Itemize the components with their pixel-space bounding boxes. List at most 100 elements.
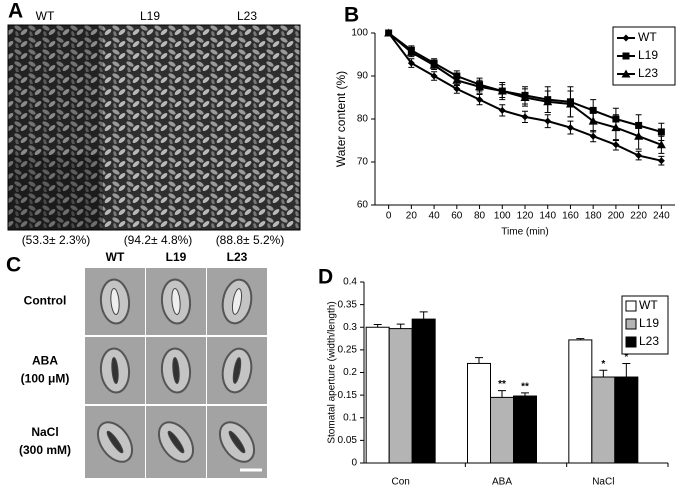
legend-label: WT	[638, 30, 657, 44]
pore	[232, 357, 242, 384]
marker	[612, 141, 620, 149]
y-tick-label: 0.3	[343, 322, 357, 333]
photo-a	[7, 24, 301, 231]
marker	[407, 59, 415, 67]
marker	[497, 86, 507, 95]
error-bar	[475, 357, 483, 364]
legend-marker	[622, 34, 630, 42]
pore	[231, 288, 243, 315]
x-tick-label: NaCl	[592, 477, 614, 488]
legend-label: L19	[638, 48, 658, 62]
marker	[521, 113, 529, 121]
y-axis-title: Water content (%)	[334, 71, 348, 167]
column-label: L19	[140, 9, 160, 23]
legend-label: L23	[639, 334, 659, 348]
y-tick-label: 60	[357, 200, 369, 211]
pore	[228, 430, 246, 454]
bar	[568, 339, 593, 464]
x-tick-label: 160	[562, 211, 579, 222]
pore	[167, 430, 185, 454]
x-tick-label: 140	[539, 211, 556, 222]
significance: *	[601, 359, 605, 370]
marker	[475, 82, 485, 91]
stomata-photo	[207, 268, 267, 335]
caption: (88.8± 5.2%)	[216, 233, 285, 247]
y-tick-label: 0.25	[338, 345, 358, 356]
y-tick-label: 0.2	[343, 367, 357, 378]
marker	[498, 106, 506, 114]
error-bar	[599, 369, 608, 378]
error-bar	[396, 323, 405, 329]
marker	[453, 85, 461, 93]
stomata-photo	[146, 406, 206, 478]
x-tick-label: 20	[406, 211, 418, 222]
marker	[520, 93, 530, 101]
marker	[406, 47, 416, 56]
row-label: ABA	[32, 354, 58, 368]
stomata-photo	[85, 337, 145, 404]
column-label: L23	[237, 9, 257, 23]
marker	[544, 117, 552, 125]
stomata-photo	[85, 406, 145, 478]
x-tick-label: 240	[653, 211, 670, 222]
column-label: WT	[36, 9, 55, 23]
y-tick-label: 0.1	[343, 412, 357, 423]
stomata-photo	[207, 337, 267, 404]
marker	[429, 60, 439, 69]
x-tick-label: ABA	[492, 477, 512, 488]
y-tick-label: 100	[351, 28, 368, 39]
pore	[172, 357, 180, 384]
y-tick-label: 70	[357, 157, 369, 168]
error-bar	[419, 311, 428, 320]
x-tick-label: 220	[630, 211, 647, 222]
stomata-photo	[207, 406, 267, 478]
y-tick-label: 0.05	[338, 435, 358, 446]
x-tick-label: 40	[429, 211, 441, 222]
legend-marker	[621, 69, 631, 78]
caption: (94.2± 4.8%)	[124, 233, 193, 247]
y-tick-label: 0	[351, 458, 357, 469]
marker	[611, 123, 621, 132]
x-tick-label: Con	[391, 477, 409, 488]
marker	[657, 157, 665, 165]
panel-label: B	[344, 4, 359, 27]
row-label: NaCl	[31, 425, 58, 439]
marker	[656, 140, 666, 149]
row-label: (100 μM)	[21, 372, 70, 386]
marker	[384, 28, 394, 37]
x-tick-label: 180	[585, 211, 602, 222]
x-tick-label: 80	[474, 211, 486, 222]
marker	[588, 116, 598, 125]
bar	[513, 395, 537, 464]
pore	[111, 357, 119, 384]
stomata-photo	[85, 268, 145, 335]
x-tick-label: 0	[386, 211, 392, 222]
x-tick-label: 60	[451, 211, 463, 222]
panel-label: D	[318, 266, 333, 289]
error-bar	[521, 392, 529, 397]
y-axis-title: Stomatal aperture (width/length)	[327, 301, 338, 443]
marker	[657, 128, 665, 136]
bar	[614, 376, 639, 464]
y-tick-label: 0.15	[338, 390, 358, 401]
legend-label: L23	[638, 66, 658, 80]
x-tick-label: 120	[517, 211, 534, 222]
stomata-photo	[146, 337, 206, 404]
error-bar	[576, 338, 585, 340]
legend-marker	[622, 52, 630, 60]
column-label: WT	[106, 250, 125, 264]
y-tick-label: 80	[357, 114, 369, 125]
legend-label: L19	[639, 316, 659, 330]
significance: **	[498, 379, 506, 390]
bar	[591, 376, 616, 464]
bar	[388, 328, 413, 464]
marker	[543, 97, 553, 106]
legend-swatch	[625, 318, 637, 330]
marker	[476, 96, 484, 104]
pore	[171, 288, 181, 315]
pore	[110, 288, 120, 315]
legend-label: WT	[639, 298, 658, 312]
error-bar	[373, 324, 382, 328]
bar	[411, 318, 436, 464]
marker	[635, 152, 643, 160]
